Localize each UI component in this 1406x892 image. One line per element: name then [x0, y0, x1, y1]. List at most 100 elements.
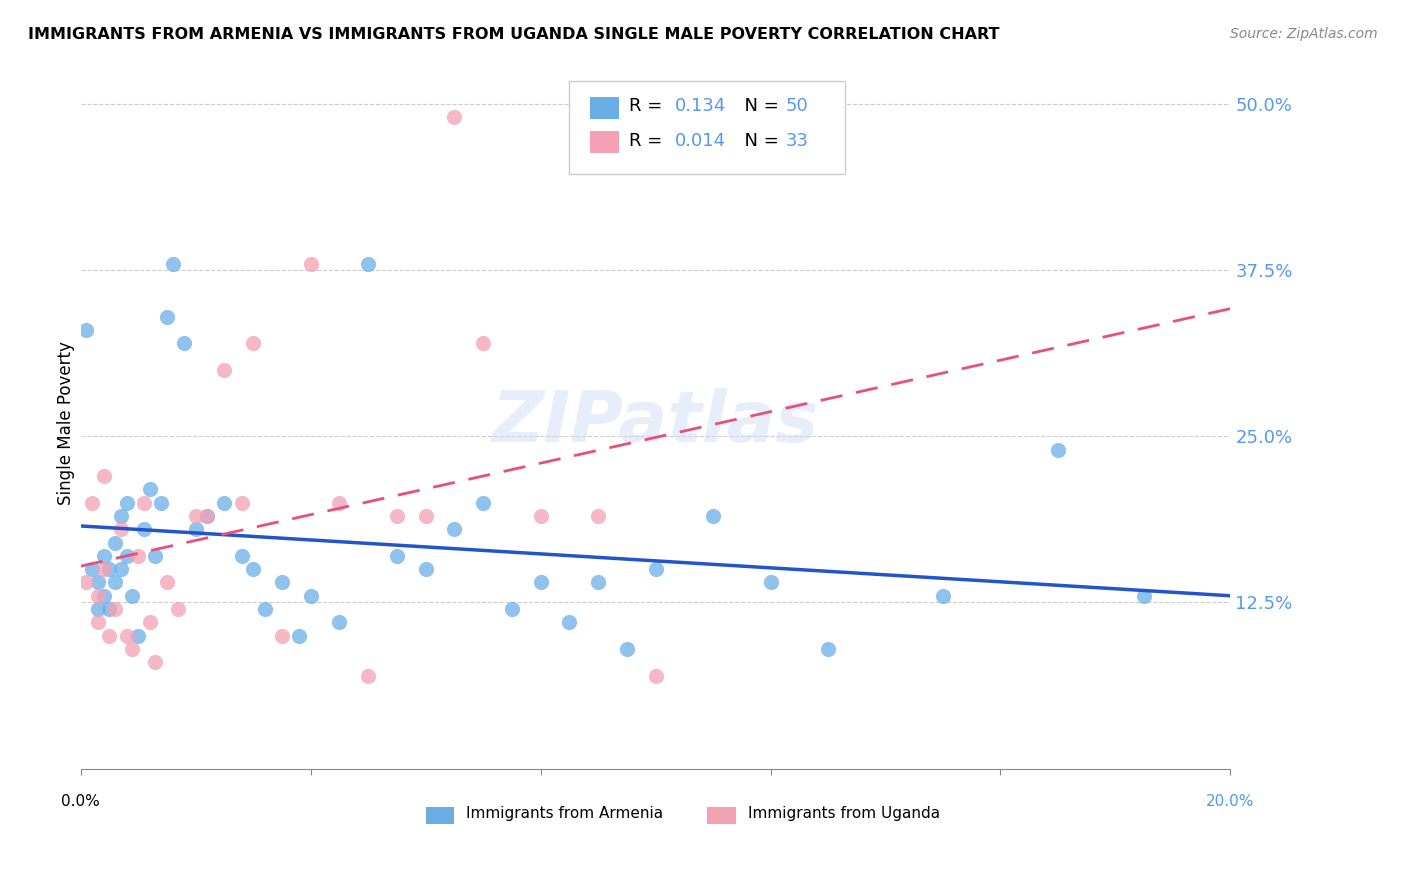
- Y-axis label: Single Male Poverty: Single Male Poverty: [58, 341, 75, 505]
- Point: [242, 562, 264, 576]
- Text: 0.014: 0.014: [675, 132, 727, 150]
- Text: N =: N =: [733, 96, 785, 115]
- Point: [529, 508, 551, 523]
- Text: IMMIGRANTS FROM ARMENIA VS IMMIGRANTS FROM UGANDA SINGLE MALE POVERTY CORRELATIO: IMMIGRANTS FROM ARMENIA VS IMMIGRANTS FR…: [28, 27, 1000, 42]
- Point: [415, 508, 437, 523]
- Point: [121, 641, 143, 656]
- Point: [231, 549, 253, 563]
- Point: [271, 575, 294, 590]
- Point: [443, 522, 465, 536]
- Point: [443, 111, 465, 125]
- Point: [127, 629, 149, 643]
- Point: [145, 549, 167, 563]
- Text: R =: R =: [628, 96, 668, 115]
- Point: [156, 575, 179, 590]
- Text: 20.0%: 20.0%: [1206, 794, 1254, 808]
- Text: 50: 50: [786, 96, 808, 115]
- Point: [1133, 589, 1156, 603]
- Point: [110, 562, 132, 576]
- Point: [138, 615, 160, 630]
- Point: [150, 496, 173, 510]
- Text: N =: N =: [733, 132, 785, 150]
- Point: [817, 641, 839, 656]
- Point: [93, 589, 115, 603]
- Point: [115, 549, 138, 563]
- Point: [104, 535, 127, 549]
- Text: Source: ZipAtlas.com: Source: ZipAtlas.com: [1230, 27, 1378, 41]
- Point: [173, 336, 195, 351]
- Point: [242, 336, 264, 351]
- Text: ZIPatlas: ZIPatlas: [492, 389, 820, 458]
- Point: [195, 508, 218, 523]
- Point: [127, 549, 149, 563]
- Text: Immigrants from Uganda: Immigrants from Uganda: [748, 806, 939, 821]
- Point: [932, 589, 955, 603]
- Point: [76, 323, 98, 337]
- Point: [115, 629, 138, 643]
- FancyBboxPatch shape: [426, 806, 454, 824]
- Point: [115, 496, 138, 510]
- Point: [616, 641, 638, 656]
- Point: [472, 496, 495, 510]
- Point: [87, 575, 110, 590]
- Point: [288, 629, 311, 643]
- Point: [299, 256, 322, 270]
- Point: [357, 256, 380, 270]
- Text: 0.134: 0.134: [675, 96, 727, 115]
- Point: [586, 575, 609, 590]
- Point: [271, 629, 294, 643]
- FancyBboxPatch shape: [569, 81, 845, 174]
- Point: [214, 363, 236, 377]
- Point: [299, 589, 322, 603]
- Point: [93, 562, 115, 576]
- Point: [132, 496, 155, 510]
- FancyBboxPatch shape: [707, 806, 735, 824]
- Point: [644, 562, 666, 576]
- Text: Immigrants from Armenia: Immigrants from Armenia: [465, 806, 664, 821]
- Point: [110, 508, 132, 523]
- Point: [231, 496, 253, 510]
- Point: [98, 562, 121, 576]
- Point: [214, 496, 236, 510]
- Point: [558, 615, 581, 630]
- Point: [328, 615, 350, 630]
- Point: [184, 508, 207, 523]
- Point: [121, 589, 143, 603]
- Point: [138, 483, 160, 497]
- Point: [93, 469, 115, 483]
- Point: [529, 575, 551, 590]
- Point: [195, 508, 218, 523]
- Point: [104, 602, 127, 616]
- Point: [82, 496, 104, 510]
- Point: [132, 522, 155, 536]
- Point: [1046, 442, 1069, 457]
- Point: [586, 508, 609, 523]
- Point: [110, 522, 132, 536]
- Text: 33: 33: [786, 132, 808, 150]
- Point: [253, 602, 276, 616]
- Point: [501, 602, 523, 616]
- Point: [98, 602, 121, 616]
- Point: [328, 496, 350, 510]
- Point: [385, 508, 408, 523]
- Text: R =: R =: [628, 132, 668, 150]
- Point: [167, 602, 190, 616]
- Text: 0.0%: 0.0%: [62, 794, 100, 808]
- Point: [82, 562, 104, 576]
- Point: [472, 336, 495, 351]
- Point: [162, 256, 184, 270]
- Point: [702, 508, 724, 523]
- Point: [104, 575, 127, 590]
- Point: [93, 549, 115, 563]
- Point: [357, 668, 380, 682]
- Point: [87, 615, 110, 630]
- Point: [87, 589, 110, 603]
- Point: [87, 602, 110, 616]
- Point: [76, 575, 98, 590]
- Point: [415, 562, 437, 576]
- Point: [184, 522, 207, 536]
- Point: [145, 655, 167, 669]
- Point: [98, 629, 121, 643]
- FancyBboxPatch shape: [591, 131, 619, 153]
- FancyBboxPatch shape: [591, 97, 619, 119]
